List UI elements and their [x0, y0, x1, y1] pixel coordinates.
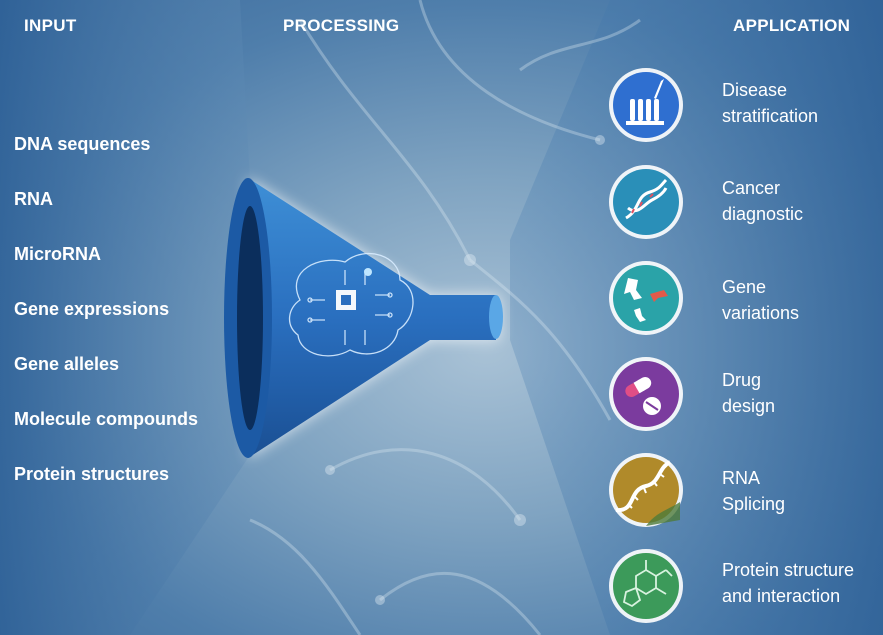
header-input: INPUT: [24, 16, 77, 35]
application-line: and interaction: [722, 586, 841, 606]
test-tubes-icon: [609, 68, 683, 142]
application-line: Disease: [722, 80, 788, 100]
input-item-gene-alleles: Gene alleles: [14, 354, 120, 374]
rna-strand-icon: [609, 453, 683, 527]
application-line: stratification: [722, 106, 819, 126]
application-disease-stratification: Disease stratification: [722, 77, 882, 129]
application-line: Gene: [722, 277, 767, 297]
application-drug-design: Drug design: [722, 367, 882, 419]
chromosome-icon: [609, 261, 683, 335]
input-item-dna-sequences: DNA sequences: [14, 134, 151, 154]
application-line: design: [722, 396, 776, 416]
icon-circle: [613, 361, 679, 427]
application-line: RNA: [722, 468, 761, 488]
molecule-icon: [609, 549, 683, 623]
header-application: APPLICATION: [733, 16, 851, 35]
application-protein-structure: Protein structure and interaction: [722, 557, 882, 609]
input-item-rna: RNA: [14, 189, 53, 209]
application-rna-splicing: RNA Splicing: [722, 465, 882, 517]
icon-circle: [613, 265, 679, 331]
application-gene-variations: Gene variations: [722, 274, 882, 326]
brain-chip-icon: [288, 253, 414, 357]
icon-circle: [613, 169, 679, 235]
application-line: Splicing: [722, 494, 786, 514]
application-cancer-diagnostic: Cancer diagnostic: [722, 175, 882, 227]
application-line: Cancer: [722, 178, 781, 198]
application-line: Drug: [722, 370, 762, 390]
pills-icon: [609, 357, 683, 431]
input-item-protein-structures: Protein structures: [14, 464, 170, 484]
header-processing: PROCESSING: [283, 16, 400, 35]
input-item-microrna: MicroRNA: [14, 244, 102, 264]
application-line: variations: [722, 303, 800, 323]
dna-helix-icon: [609, 165, 683, 239]
application-line: Protein structure: [722, 560, 855, 580]
application-line: diagnostic: [722, 204, 804, 224]
input-item-molecule-compounds: Molecule compounds: [14, 409, 199, 429]
input-item-gene-expressions: Gene expressions: [14, 299, 170, 319]
icon-circle: [613, 553, 679, 619]
